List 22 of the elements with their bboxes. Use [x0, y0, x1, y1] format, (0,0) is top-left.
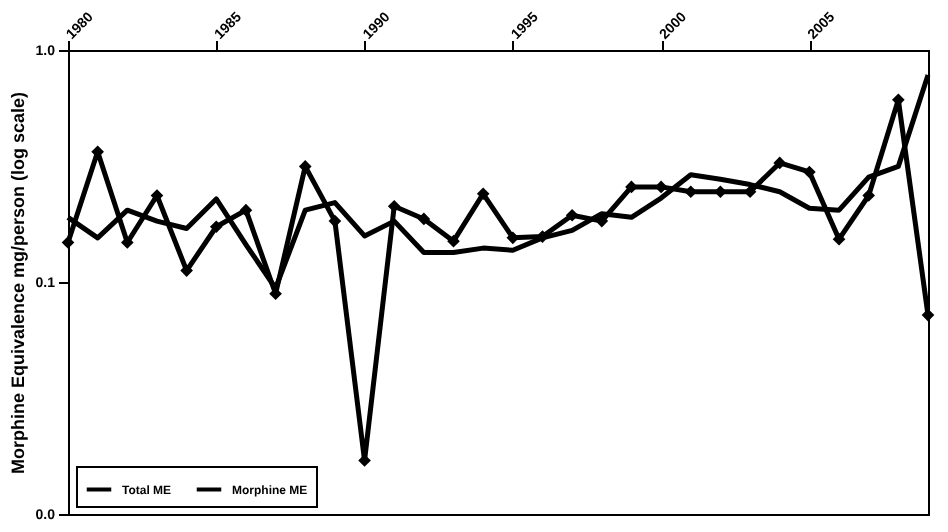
- point: [714, 185, 727, 199]
- point: [832, 232, 846, 246]
- point: [209, 220, 223, 234]
- point: [803, 165, 816, 179]
- point: [387, 199, 401, 213]
- point: [773, 156, 787, 170]
- point: [921, 308, 935, 322]
- point: [180, 264, 193, 277]
- point: [625, 180, 638, 194]
- y-axis-title: Morphine Equivalence mg/person (log scale): [7, 91, 28, 475]
- point: [150, 189, 164, 202]
- point: [447, 234, 460, 248]
- point: [417, 212, 431, 226]
- point: [476, 187, 490, 201]
- point: [120, 236, 134, 249]
- point: [743, 185, 757, 199]
- point: [61, 236, 75, 249]
- point: [862, 189, 876, 202]
- point: [328, 214, 342, 228]
- point: [565, 208, 579, 222]
- point: [239, 203, 253, 217]
- point: [595, 214, 609, 228]
